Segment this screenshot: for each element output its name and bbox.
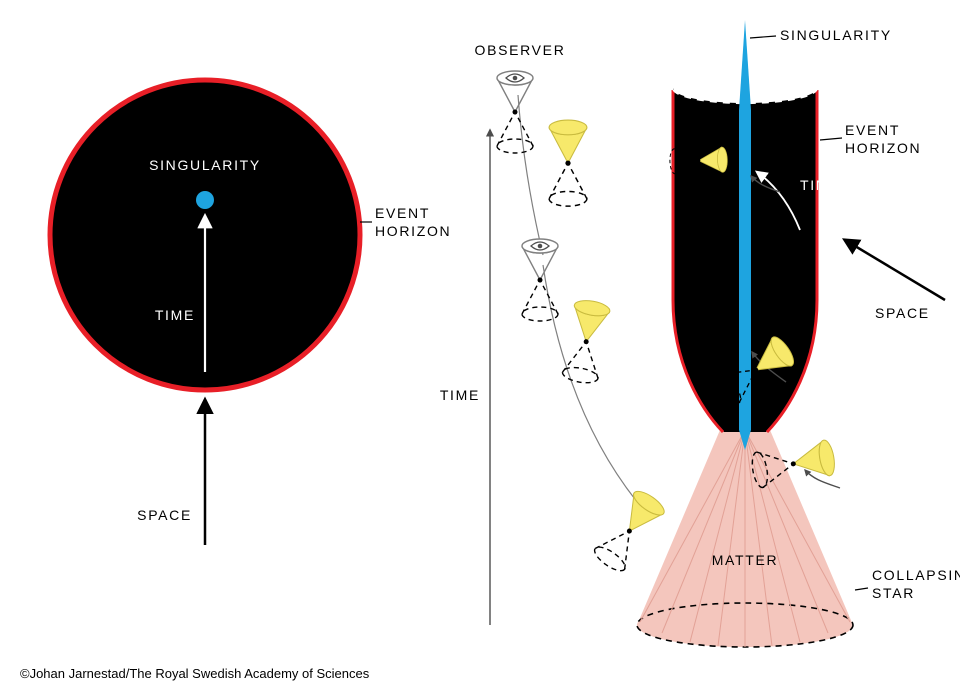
label-time-axis: TIME: [440, 387, 480, 403]
event-horizon-funnel: [673, 73, 842, 432]
light-cone: [549, 120, 587, 206]
label-space-right: SPACE: [875, 305, 930, 321]
right-panel: OBSERVER SINGULARITY EVENT HORIZON TIME …: [440, 20, 960, 647]
label-observer: OBSERVER: [475, 42, 566, 58]
observer-cone: [497, 71, 533, 153]
space-arrow-right: [845, 240, 945, 300]
label-singularity-right: SINGULARITY: [780, 27, 892, 43]
label-time-inside: TIME: [800, 177, 840, 193]
left-panel: SINGULARITY TIME EVENT HORIZON SPACE: [50, 80, 451, 545]
light-cone: [591, 487, 668, 575]
label-time-left: TIME: [155, 307, 195, 323]
credit-line: ©Johan Jarnestad/The Royal Swedish Acade…: [20, 666, 370, 681]
label-event-horizon-left: EVENT HORIZON: [375, 205, 451, 239]
diagram-canvas: SINGULARITY TIME EVENT HORIZON SPACE: [0, 0, 960, 691]
label-space-left: SPACE: [137, 507, 192, 523]
label-matter: MATTER: [712, 552, 779, 568]
singularity-dot: [196, 191, 214, 209]
label-collapsing-star: COLLAPSING STAR: [872, 567, 960, 601]
label-singularity-left: SINGULARITY: [149, 157, 261, 173]
observer-path-2: [518, 95, 543, 255]
label-event-horizon-right: EVENT HORIZON: [845, 122, 921, 156]
observer-cone: [522, 239, 558, 321]
